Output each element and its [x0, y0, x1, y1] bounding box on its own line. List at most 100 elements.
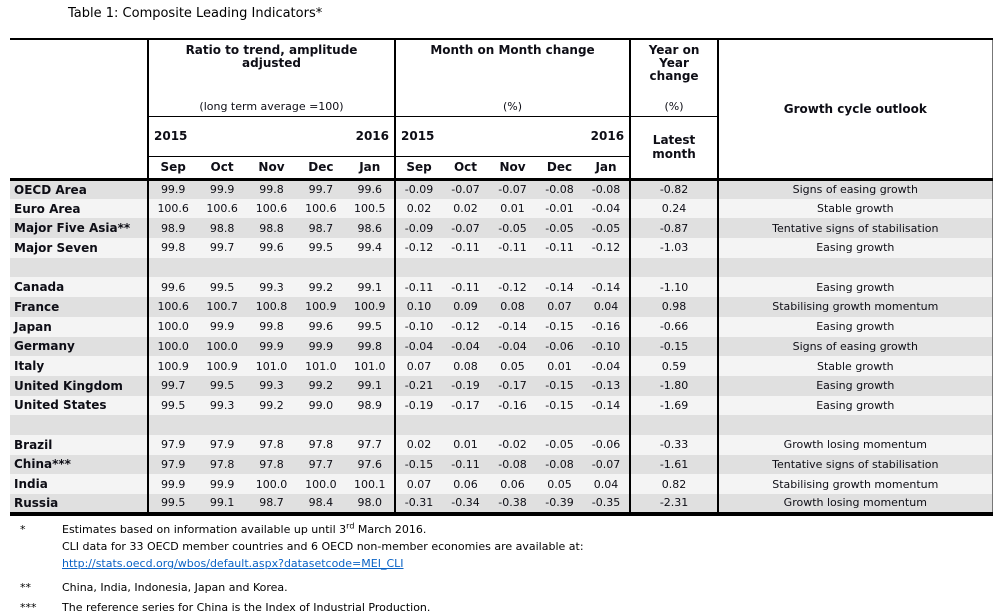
mom-value: -0.12	[583, 238, 632, 258]
mom-value: -0.11	[395, 277, 442, 298]
ratio-value: 97.8	[246, 454, 297, 475]
row-label: Euro Area	[10, 198, 149, 219]
mom-value: -0.04	[395, 336, 442, 357]
ratio-value: 101.0	[246, 356, 297, 376]
yoy-value: 0.82	[630, 474, 720, 494]
row-label: Italy	[10, 356, 149, 376]
footnote-1-line2: CLI data for 33 OECD member countries an…	[62, 540, 584, 553]
ratio-value: 100.6	[148, 198, 198, 219]
ratio-value: 99.3	[246, 375, 297, 396]
ratio-value: 97.9	[148, 434, 198, 455]
row-label: Japan	[10, 316, 149, 337]
ratio-value: 100.1	[345, 474, 397, 494]
mom-section-header: Month on Month change (%)	[395, 39, 632, 117]
table-row: Italy 100.9 100.9 101.0 101.0 101.0 0.07 0.08 0.…	[10, 356, 993, 376]
yoy-value: 0.98	[630, 297, 720, 317]
ratio-value: 99.1	[197, 494, 247, 514]
mom-value: -0.10	[583, 336, 632, 357]
ratio-value: 97.8	[197, 454, 247, 475]
month-header: Oct	[197, 156, 247, 181]
mom-value: -0.11	[489, 238, 536, 258]
spacer-cell	[10, 257, 149, 278]
outlook-value: Growth losing momentum	[718, 434, 993, 455]
yoy-value: -0.33	[630, 434, 720, 455]
spacer-cell	[630, 257, 720, 278]
month-header: Nov	[246, 156, 297, 181]
ratio-value: 99.6	[148, 277, 198, 298]
footnote-3-text: The reference series for China is the In…	[62, 601, 431, 614]
ratio-value: 99.5	[197, 375, 247, 396]
outlook-value: Stabilising growth momentum	[718, 297, 993, 317]
table-row: Germany 100.0 100.0 99.9 99.9 99.8 -0.04 -0.04-…	[10, 336, 993, 357]
ratio-value: 100.7	[197, 297, 247, 317]
mom-value: -0.14	[583, 395, 632, 416]
outlook-value: Easing growth	[718, 375, 993, 396]
ratio-value: 99.6	[345, 179, 397, 199]
table-row: Euro Area 100.6 100.6 100.6 100.6 100.5 0.02 0.…	[10, 198, 993, 219]
ratio-years-cell: 2015 2016	[148, 116, 396, 157]
mom-section-title: Month on Month change	[430, 43, 595, 57]
yoy-value: -1.69	[630, 395, 720, 416]
ratio-value: 100.9	[296, 297, 346, 317]
mom-value: -0.05	[489, 218, 536, 239]
mom-value: -0.31	[395, 494, 442, 514]
row-label: Canada	[10, 277, 149, 298]
ratio-value: 99.7	[197, 238, 247, 258]
yoy-section-subtitle: (%)	[664, 100, 684, 113]
row-label: OECD Area	[10, 179, 149, 199]
ratio-value: 100.9	[345, 297, 397, 317]
cli-data-link[interactable]: http://stats.oecd.org/wbos/default.aspx?…	[62, 557, 404, 570]
mom-value: 0.02	[395, 434, 442, 455]
spacer-row	[10, 257, 993, 278]
footnote-3: *** The reference series for China is th…	[10, 599, 992, 616]
table-row: China*** 97.9 97.8 97.8 97.7 97.6 -0.15 -0.11 -0…	[10, 454, 993, 475]
mom-value: -0.08	[489, 454, 536, 475]
ratio-value: 99.6	[246, 238, 297, 258]
month-header: Jan	[583, 156, 632, 181]
mom-value: 0.05	[489, 356, 536, 376]
outlook-value: Signs of easing growth	[718, 179, 993, 199]
mom-value: -0.01	[536, 198, 583, 219]
outlook-value: Tentative signs of stabilisation	[718, 454, 993, 475]
mom-value: -0.06	[583, 434, 632, 455]
ratio-value: 100.6	[296, 198, 346, 219]
mom-value: -0.09	[395, 218, 442, 239]
yoy-value: -0.66	[630, 316, 720, 337]
mom-value: -0.14	[536, 277, 583, 298]
mom-value: -0.12	[489, 277, 536, 298]
ratio-value: 100.8	[246, 297, 297, 317]
mom-value: -0.04	[583, 356, 632, 376]
mom-value: -0.08	[536, 179, 583, 199]
footnote-2: ** China, India, Indonesia, Japan and Ko…	[10, 579, 992, 596]
row-label: Brazil	[10, 434, 149, 455]
mom-value: 0.01	[489, 198, 536, 219]
ratio-value: 99.5	[197, 277, 247, 298]
ratio-value: 99.7	[296, 179, 346, 199]
mom-value: -0.04	[442, 336, 489, 357]
spacer-cell	[148, 257, 396, 278]
ratio-value: 101.0	[345, 356, 397, 376]
spacer-cell	[395, 415, 632, 435]
row-label: India	[10, 474, 149, 494]
footnote-1: * Estimates based on information availab…	[10, 521, 992, 572]
ratio-value: 99.8	[148, 238, 198, 258]
mom-value: -0.34	[442, 494, 489, 514]
yoy-value: -0.15	[630, 336, 720, 357]
ratio-value: 99.0	[296, 395, 346, 416]
ratio-value: 97.9	[197, 434, 247, 455]
ratio-value: 100.0	[148, 336, 198, 357]
row-label: Russia	[10, 494, 149, 514]
mom-value: -0.11	[442, 454, 489, 475]
table-header: Ratio to trend, amplitude adjusted (long…	[10, 39, 993, 181]
mom-value: 0.08	[442, 356, 489, 376]
mom-value: -0.08	[536, 454, 583, 475]
ratio-value: 97.9	[148, 454, 198, 475]
ratio-value: 99.9	[246, 336, 297, 357]
outlook-value: Easing growth	[718, 316, 993, 337]
mom-value: -0.07	[489, 179, 536, 199]
mom-value: -0.04	[489, 336, 536, 357]
outlook-value: Easing growth	[718, 277, 993, 298]
yoy-value: -0.87	[630, 218, 720, 239]
mom-value: -0.11	[442, 238, 489, 258]
footnotes: * Estimates based on information availab…	[10, 521, 992, 616]
